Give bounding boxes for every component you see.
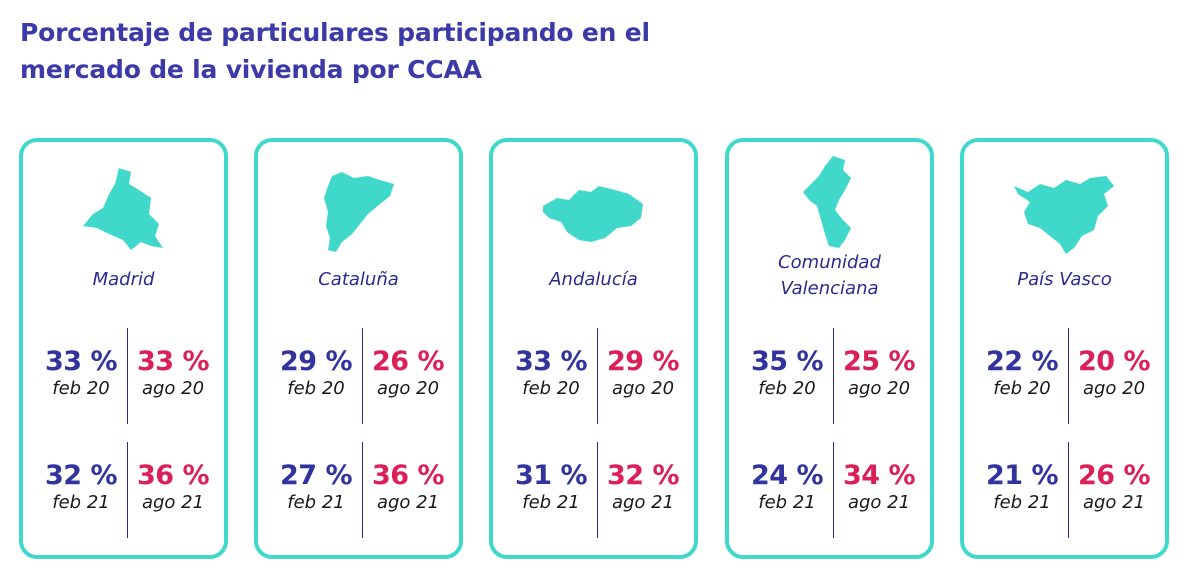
stat-divider bbox=[833, 442, 834, 538]
stat-divider bbox=[127, 328, 128, 424]
stat-cell: 33 % feb 20 bbox=[37, 346, 125, 400]
period-label: feb 20 bbox=[758, 378, 816, 399]
stat-cell: 33 % ago 20 bbox=[129, 346, 217, 400]
region-name: Cataluña bbox=[318, 269, 399, 290]
region-card: Madrid 33 % feb 20 33 % ago 20 32 % feb 21 36 %… bbox=[19, 138, 228, 559]
period-label: ago 21 bbox=[847, 492, 911, 513]
period-label: feb 20 bbox=[522, 378, 580, 399]
andalucia-map-icon bbox=[493, 182, 694, 248]
stat-cell: 29 % feb 20 bbox=[272, 346, 360, 400]
region-name: Comunidad Valenciana bbox=[729, 250, 930, 302]
region-shape bbox=[323, 172, 394, 252]
period-label: feb 21 bbox=[52, 492, 110, 513]
percentage-value: 20 % bbox=[1077, 346, 1151, 377]
period-label: feb 21 bbox=[287, 492, 345, 513]
stat-divider bbox=[362, 328, 363, 424]
region-name: Andalucía bbox=[549, 269, 638, 290]
region-shape bbox=[542, 186, 643, 242]
region-shape bbox=[802, 156, 851, 248]
period-label: ago 21 bbox=[376, 492, 440, 513]
percentage-value: 27 % bbox=[279, 460, 353, 491]
valencia-map-icon bbox=[729, 154, 930, 250]
period-label: feb 21 bbox=[522, 492, 580, 513]
stat-cell: 36 % ago 21 bbox=[364, 460, 452, 514]
period-label: ago 20 bbox=[847, 378, 911, 399]
cataluna-map-icon bbox=[258, 168, 459, 254]
stat-cell: 32 % feb 21 bbox=[37, 460, 125, 514]
percentage-value: 21 % bbox=[985, 460, 1059, 491]
percentage-value: 36 % bbox=[136, 460, 210, 491]
period-label: feb 20 bbox=[287, 378, 345, 399]
stat-cell: 25 % ago 20 bbox=[835, 346, 923, 400]
percentage-value: 35 % bbox=[750, 346, 824, 377]
percentage-value: 22 % bbox=[985, 346, 1059, 377]
percentage-value: 32 % bbox=[606, 460, 680, 491]
region-name: País Vasco bbox=[1017, 269, 1112, 290]
period-label: feb 20 bbox=[52, 378, 110, 399]
region-shape bbox=[82, 168, 163, 250]
period-label: feb 21 bbox=[993, 492, 1051, 513]
region-card: Andalucía 33 % feb 20 29 % ago 20 31 % feb 21 3… bbox=[489, 138, 698, 559]
region-shape bbox=[1013, 176, 1114, 254]
period-label: feb 21 bbox=[758, 492, 816, 513]
stat-cell: 27 % feb 21 bbox=[272, 460, 360, 514]
stat-cell: 20 % ago 20 bbox=[1070, 346, 1158, 400]
percentage-value: 36 % bbox=[371, 460, 445, 491]
stat-divider bbox=[127, 442, 128, 538]
andalucia-map-icon-shape bbox=[542, 186, 643, 242]
region-card: Comunidad Valenciana 35 % feb 20 25 % ago 20 2… bbox=[725, 138, 934, 559]
stat-cell: 26 % ago 20 bbox=[364, 346, 452, 400]
stat-divider bbox=[362, 442, 363, 538]
stat-divider bbox=[597, 328, 598, 424]
stat-cell: 22 % feb 20 bbox=[978, 346, 1066, 400]
percentage-value: 33 % bbox=[44, 346, 118, 377]
percentage-value: 29 % bbox=[279, 346, 353, 377]
period-label: ago 21 bbox=[1082, 492, 1146, 513]
percentage-value: 29 % bbox=[606, 346, 680, 377]
stat-cell: 34 % ago 21 bbox=[835, 460, 923, 514]
stat-divider bbox=[597, 442, 598, 538]
region-card: Cataluña 29 % feb 20 26 % ago 20 27 % feb 21 36… bbox=[254, 138, 463, 559]
stat-cell: 26 % ago 21 bbox=[1070, 460, 1158, 514]
period-label: ago 20 bbox=[376, 378, 440, 399]
stat-divider bbox=[1068, 328, 1069, 424]
stat-cell: 35 % feb 20 bbox=[743, 346, 831, 400]
percentage-value: 26 % bbox=[1077, 460, 1151, 491]
percentage-value: 25 % bbox=[842, 346, 916, 377]
stat-cell: 33 % feb 20 bbox=[507, 346, 595, 400]
percentage-value: 31 % bbox=[514, 460, 588, 491]
stat-cell: 31 % feb 21 bbox=[507, 460, 595, 514]
percentage-value: 33 % bbox=[514, 346, 588, 377]
stat-cell: 29 % ago 20 bbox=[599, 346, 687, 400]
region-name-line: Comunidad bbox=[778, 252, 881, 273]
cataluna-map-icon-shape bbox=[323, 172, 394, 252]
stat-divider bbox=[1068, 442, 1069, 538]
stat-cell: 32 % ago 21 bbox=[599, 460, 687, 514]
period-label: ago 20 bbox=[141, 378, 205, 399]
region-name-line: Valenciana bbox=[780, 278, 879, 299]
percentage-value: 24 % bbox=[750, 460, 824, 491]
valencia-map-icon-shape bbox=[802, 156, 851, 248]
period-label: ago 21 bbox=[611, 492, 675, 513]
madrid-map-icon-shape bbox=[82, 168, 163, 250]
pais-vasco-map-icon bbox=[964, 172, 1165, 256]
percentage-value: 26 % bbox=[371, 346, 445, 377]
period-label: ago 20 bbox=[611, 378, 675, 399]
stat-divider bbox=[833, 328, 834, 424]
period-label: ago 20 bbox=[1082, 378, 1146, 399]
percentage-value: 32 % bbox=[44, 460, 118, 491]
region-name: Madrid bbox=[92, 269, 155, 290]
stat-cell: 36 % ago 21 bbox=[129, 460, 217, 514]
percentage-value: 34 % bbox=[842, 460, 916, 491]
page-title: Porcentaje de particulares participando … bbox=[20, 18, 650, 84]
percentage-value: 33 % bbox=[136, 346, 210, 377]
period-label: feb 20 bbox=[993, 378, 1051, 399]
stat-cell: 21 % feb 21 bbox=[978, 460, 1066, 514]
period-label: ago 21 bbox=[141, 492, 205, 513]
madrid-map-icon bbox=[23, 164, 224, 254]
pais-vasco-map-icon-shape bbox=[1013, 176, 1114, 254]
stat-cell: 24 % feb 21 bbox=[743, 460, 831, 514]
region-card: País Vasco 22 % feb 20 20 % ago 20 21 % feb 21… bbox=[960, 138, 1169, 559]
